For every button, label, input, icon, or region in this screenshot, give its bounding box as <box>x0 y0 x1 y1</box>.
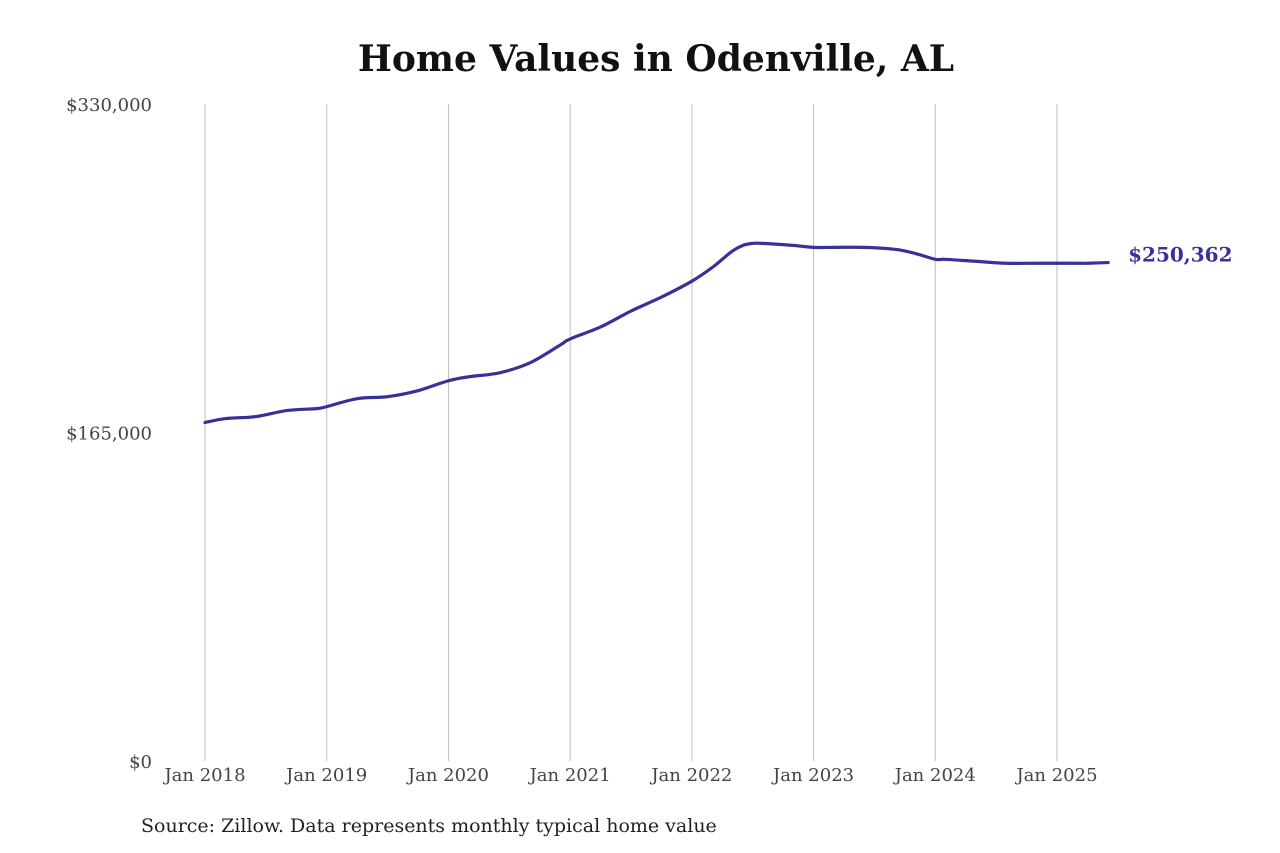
y-tick-label: $330,000 <box>66 95 152 116</box>
label-layer: $250,362 <box>1128 243 1232 267</box>
x-tick-label: Jan 2020 <box>406 765 489 786</box>
x-tick-label: Jan 2021 <box>528 765 611 786</box>
x-tick-label: Jan 2022 <box>649 765 732 786</box>
x-tick-label: Jan 2023 <box>771 765 854 786</box>
source-note: Source: Zillow. Data represents monthly … <box>141 815 717 837</box>
chart-title: Home Values in Odenville, AL <box>357 38 955 80</box>
gridlines <box>204 104 1058 761</box>
x-tick-label: Jan 2018 <box>162 765 245 786</box>
y-axis-ticks: $0 $165,000 $330,000 <box>66 95 152 773</box>
series-layer <box>203 241 1110 425</box>
x-tick-label: Jan 2025 <box>1014 765 1097 786</box>
y-tick-label: $165,000 <box>66 424 152 445</box>
series-line-0 <box>203 241 1110 425</box>
x-tick-label: Jan 2024 <box>893 765 976 786</box>
x-tick-label: Jan 2019 <box>284 765 367 786</box>
end-value-label: $250,362 <box>1128 243 1232 267</box>
x-axis-ticks: Jan 2018 Jan 2019 Jan 2020 Jan 2021 Jan 2022… <box>162 765 1097 786</box>
y-tick-label: $0 <box>129 752 152 773</box>
